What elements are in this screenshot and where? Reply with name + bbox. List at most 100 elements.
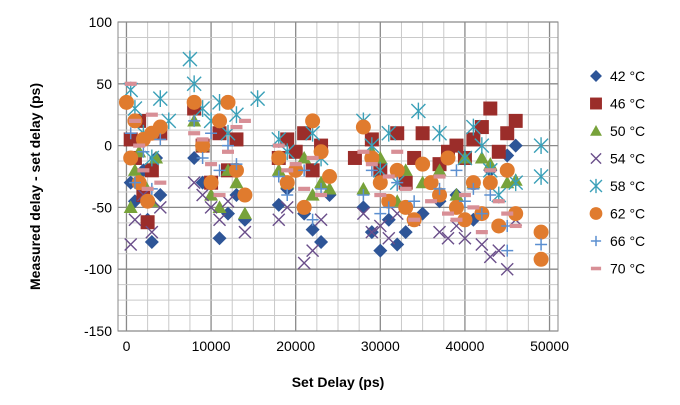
asterisk-marker (533, 137, 549, 154)
x-marker (373, 219, 387, 233)
dash-marker (306, 155, 319, 161)
legend-item: 50 °C (590, 123, 645, 139)
circle-marker (491, 218, 507, 234)
diamond-marker (508, 138, 523, 153)
circle-marker (313, 144, 329, 160)
data-point (357, 189, 370, 202)
plus-marker (154, 133, 167, 146)
y-tick-label: 100 (89, 14, 113, 30)
x-tick-label: 20000 (276, 338, 315, 354)
data-points (118, 50, 549, 276)
triangle-marker (212, 200, 227, 213)
x-marker (204, 200, 218, 214)
square-marker (474, 120, 489, 135)
dash-marker (467, 205, 480, 210)
dash-marker (391, 149, 404, 154)
data-point (272, 170, 285, 183)
data-point (458, 195, 471, 208)
data-point (144, 235, 159, 250)
data-point (137, 145, 150, 158)
y-axis-title: Measured delay - set delay (ps) (27, 83, 43, 290)
data-point (381, 124, 397, 142)
data-point (133, 143, 146, 148)
circle-marker (364, 150, 380, 166)
data-point (314, 175, 329, 189)
data-point (306, 213, 319, 226)
data-point (484, 168, 497, 173)
data-point (449, 138, 464, 153)
plus-marker (475, 207, 488, 220)
data-point (140, 193, 156, 209)
data-point (281, 189, 294, 202)
data-point (123, 200, 138, 213)
data-point (238, 118, 251, 123)
dash-marker (501, 211, 514, 216)
data-point (499, 162, 515, 178)
data-point (272, 143, 285, 148)
diamond-marker (271, 197, 286, 212)
dash-marker (475, 230, 488, 235)
plot-border (117, 21, 559, 332)
x-marker (213, 213, 227, 227)
plus-marker (213, 164, 226, 177)
plus-marker (374, 207, 387, 220)
legend-label: 54 °C (610, 151, 645, 167)
diamond-marker (153, 188, 168, 203)
y-tick-label: 50 (96, 76, 112, 92)
data-point (154, 133, 167, 146)
x-axis-title: Set Delay (ps) (292, 374, 385, 390)
dash-marker (450, 217, 463, 222)
plus-marker (501, 244, 514, 257)
data-point (391, 176, 404, 189)
asterisk-marker (457, 149, 473, 167)
circle-marker (465, 175, 481, 191)
data-point (204, 200, 218, 214)
data-point (306, 155, 319, 161)
circle-marker (212, 113, 228, 129)
plus-marker (124, 127, 137, 140)
square-marker (288, 144, 303, 159)
plus-marker (357, 189, 370, 202)
data-point (398, 175, 413, 190)
dash-marker (238, 118, 251, 123)
data-point (483, 250, 497, 264)
legend-item: 58 °C (589, 178, 645, 194)
dash-marker (492, 199, 505, 204)
circle-marker (123, 150, 139, 166)
data-point (141, 186, 154, 191)
circle-marker (372, 175, 388, 191)
data-point (467, 182, 480, 195)
x-marker (356, 207, 370, 221)
data-point (212, 231, 227, 246)
x-marker (492, 244, 506, 258)
triangle-marker (127, 163, 142, 176)
legend-item: 54 °C (590, 151, 645, 167)
data-point (398, 199, 414, 215)
data-point (457, 212, 473, 228)
legend-label: 42 °C (610, 68, 645, 84)
data-point (145, 225, 159, 239)
data-point (467, 205, 480, 210)
plus-marker (365, 164, 378, 177)
dash-marker (141, 186, 154, 191)
circle-marker (296, 199, 312, 215)
data-point (144, 149, 160, 167)
circle-marker (271, 150, 287, 166)
data-point (188, 131, 201, 136)
data-point (357, 149, 370, 154)
data-point (229, 132, 244, 147)
data-point (280, 132, 295, 147)
data-point (374, 192, 387, 198)
dash-marker (484, 168, 497, 173)
circle-marker (423, 175, 439, 191)
asterisk-marker (250, 90, 266, 108)
circle-marker (237, 187, 253, 203)
triangle-marker (474, 150, 489, 164)
data-point (203, 175, 219, 191)
circle-marker (533, 224, 549, 240)
data-point (382, 174, 395, 179)
data-point (128, 213, 142, 227)
triangle-marker (590, 125, 602, 136)
plus-marker (281, 189, 294, 202)
